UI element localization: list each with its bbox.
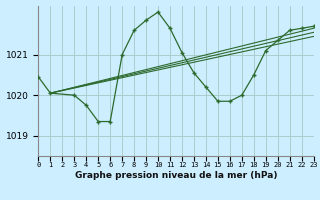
- X-axis label: Graphe pression niveau de la mer (hPa): Graphe pression niveau de la mer (hPa): [75, 171, 277, 180]
